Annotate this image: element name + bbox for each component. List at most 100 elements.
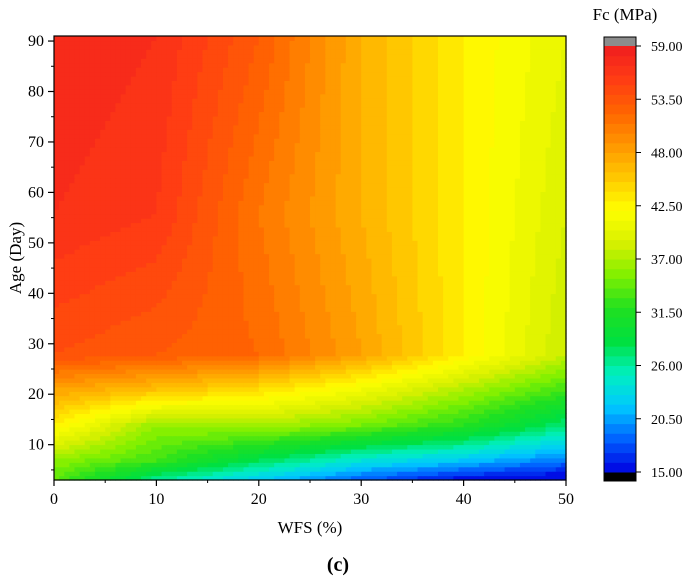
- contour-cell: [473, 417, 480, 423]
- contour-cell: [325, 395, 332, 401]
- contour-cell: [161, 377, 168, 383]
- contour-cell: [412, 289, 419, 295]
- contour-cell: [197, 346, 204, 352]
- contour-cell: [525, 258, 531, 264]
- contour-cell: [274, 360, 280, 366]
- contour-cell: [345, 324, 352, 330]
- contour-cell: [407, 471, 413, 477]
- contour-cell: [59, 271, 65, 277]
- contour-cell: [64, 297, 70, 303]
- contour-cell: [463, 302, 470, 308]
- contour-cell: [458, 346, 465, 352]
- contour-cell: [94, 360, 101, 366]
- contour-cell: [350, 431, 357, 437]
- contour-cell: [499, 311, 506, 317]
- contour-cell: [141, 373, 147, 379]
- contour-cell: [417, 408, 424, 414]
- contour-cell: [310, 275, 316, 281]
- contour-cell: [248, 400, 255, 406]
- contour-cell: [253, 382, 260, 388]
- contour-cell: [110, 297, 117, 303]
- contour-cell: [120, 444, 127, 450]
- contour-cell: [274, 466, 280, 472]
- contour-cell: [458, 355, 465, 361]
- contour-cell: [560, 333, 567, 339]
- contour-cell: [146, 315, 152, 321]
- contour-cell: [376, 462, 383, 468]
- contour-cell: [228, 462, 234, 468]
- contour-cell: [284, 302, 291, 308]
- contour-cell: [320, 475, 326, 481]
- contour-cell: [545, 297, 552, 303]
- contour-cell: [146, 258, 152, 264]
- contour-cell: [499, 306, 506, 312]
- contour-cell: [519, 266, 526, 272]
- contour-cell: [248, 448, 255, 454]
- contour-cell: [79, 289, 86, 295]
- contour-cell: [550, 284, 557, 290]
- contour-cell: [89, 355, 96, 361]
- contour-cell: [432, 369, 439, 375]
- contour-cell: [130, 422, 137, 428]
- contour-cell: [530, 426, 536, 432]
- contour-cell: [197, 404, 204, 410]
- contour-cell: [202, 320, 209, 326]
- contour-cell: [448, 284, 454, 290]
- contour-cell: [74, 320, 81, 326]
- contour-cell: [463, 466, 470, 472]
- contour-cell: [222, 284, 229, 290]
- contour-cell: [525, 457, 531, 463]
- contour-cell: [207, 329, 214, 335]
- contour-cell: [176, 346, 183, 352]
- contour-cell: [304, 333, 311, 339]
- contour-cell: [182, 386, 188, 392]
- contour-cell: [560, 431, 567, 437]
- contour-cell: [74, 297, 81, 303]
- contour-cell: [187, 360, 193, 366]
- contour-cell: [391, 266, 398, 272]
- contour-cell: [320, 280, 326, 286]
- contour-cell: [141, 404, 147, 410]
- contour-cell: [289, 453, 296, 459]
- contour-cell: [84, 417, 91, 423]
- contour-cell: [74, 275, 81, 281]
- contour-cell: [69, 306, 76, 312]
- contour-cell: [545, 324, 552, 330]
- contour-cell: [335, 377, 342, 383]
- contour-cell: [84, 346, 91, 352]
- contour-cell: [427, 293, 434, 299]
- contour-cell: [330, 293, 337, 299]
- contour-cell: [397, 284, 403, 290]
- contour-cell: [356, 369, 362, 375]
- contour-cell: [540, 475, 547, 481]
- contour-cell: [192, 417, 198, 423]
- contour-cell: [555, 315, 562, 321]
- contour-cell: [197, 453, 204, 459]
- contour-cell: [509, 413, 516, 419]
- contour-cell: [197, 466, 204, 472]
- contour-cell: [473, 262, 480, 268]
- contour-cell: [105, 448, 111, 454]
- contour-cell: [381, 466, 388, 472]
- contour-cell: [197, 377, 204, 383]
- contour-cell: [330, 342, 337, 348]
- contour-cell: [110, 293, 117, 299]
- contour-cell: [315, 364, 321, 370]
- contour-cell: [243, 395, 250, 401]
- contour-cell: [151, 400, 157, 406]
- contour-cell: [156, 471, 163, 477]
- contour-cell: [222, 462, 229, 468]
- contour-cell: [176, 448, 183, 454]
- contour-cell: [269, 346, 275, 352]
- contour-cell: [376, 351, 383, 357]
- contour-cell: [340, 453, 347, 459]
- contour-cell: [560, 342, 567, 348]
- contour-cell: [141, 462, 147, 468]
- contour-cell: [402, 444, 408, 450]
- contour-cell: [263, 448, 270, 454]
- contour-cell: [166, 369, 173, 375]
- contour-cell: [310, 329, 316, 335]
- contour-cell: [100, 346, 106, 352]
- contour-cell: [422, 426, 429, 432]
- contour-cell: [350, 400, 357, 406]
